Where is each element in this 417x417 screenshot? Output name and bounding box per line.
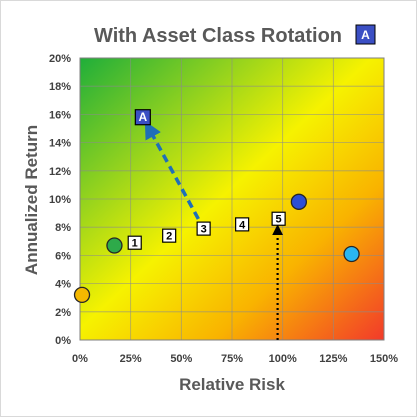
y-tick-label: 18% [49, 81, 71, 93]
x-tick-label: 50% [170, 353, 192, 365]
data-point-label: 5 [276, 214, 282, 226]
chart-title: With Asset Class Rotation [94, 25, 342, 47]
x-tick-label: 75% [221, 353, 243, 365]
y-axis-title: Annualized Return [22, 125, 41, 275]
rotation-arrow [144, 120, 200, 220]
data-point-label: 1 [132, 238, 138, 250]
y-tick-label: 10% [49, 194, 71, 206]
x-axis-title: Relative Risk [179, 375, 285, 394]
y-tick-label: 20% [49, 53, 71, 65]
data-point-label: 3 [201, 224, 207, 236]
y-tick-label: 6% [55, 250, 71, 262]
data-point-square [162, 228, 177, 243]
data-point-label: A [138, 110, 147, 124]
data-point-square [127, 235, 142, 250]
data-point-square [271, 211, 286, 226]
data-point-label: 2 [166, 231, 172, 243]
data-point-square [196, 221, 211, 236]
y-tick-label: 2% [55, 307, 71, 319]
plot-frame [79, 57, 385, 341]
x-tick-label: 25% [120, 353, 142, 365]
data-point-circle [290, 193, 308, 210]
x-tick-label: 150% [370, 353, 398, 365]
data-point-circle [106, 237, 123, 254]
y-tick-label: 14% [49, 138, 71, 150]
y-tick-label: 12% [49, 166, 71, 178]
y-tick-label: 16% [49, 109, 71, 121]
data-point-circle [73, 286, 91, 304]
x-tick-label: 100% [269, 353, 297, 365]
data-point-square [134, 109, 151, 126]
x-tick-label: 125% [319, 353, 347, 365]
y-tick-label: 8% [55, 222, 71, 234]
data-point-circle [343, 245, 360, 263]
title-badge [355, 24, 376, 45]
data-point-label: 4 [239, 219, 246, 231]
title-badge-label: A [361, 28, 370, 42]
data-point-square [235, 217, 250, 232]
y-tick-label: 0% [55, 335, 71, 347]
y-tick-label: 4% [55, 279, 71, 291]
x-tick-label: 0% [72, 353, 88, 365]
